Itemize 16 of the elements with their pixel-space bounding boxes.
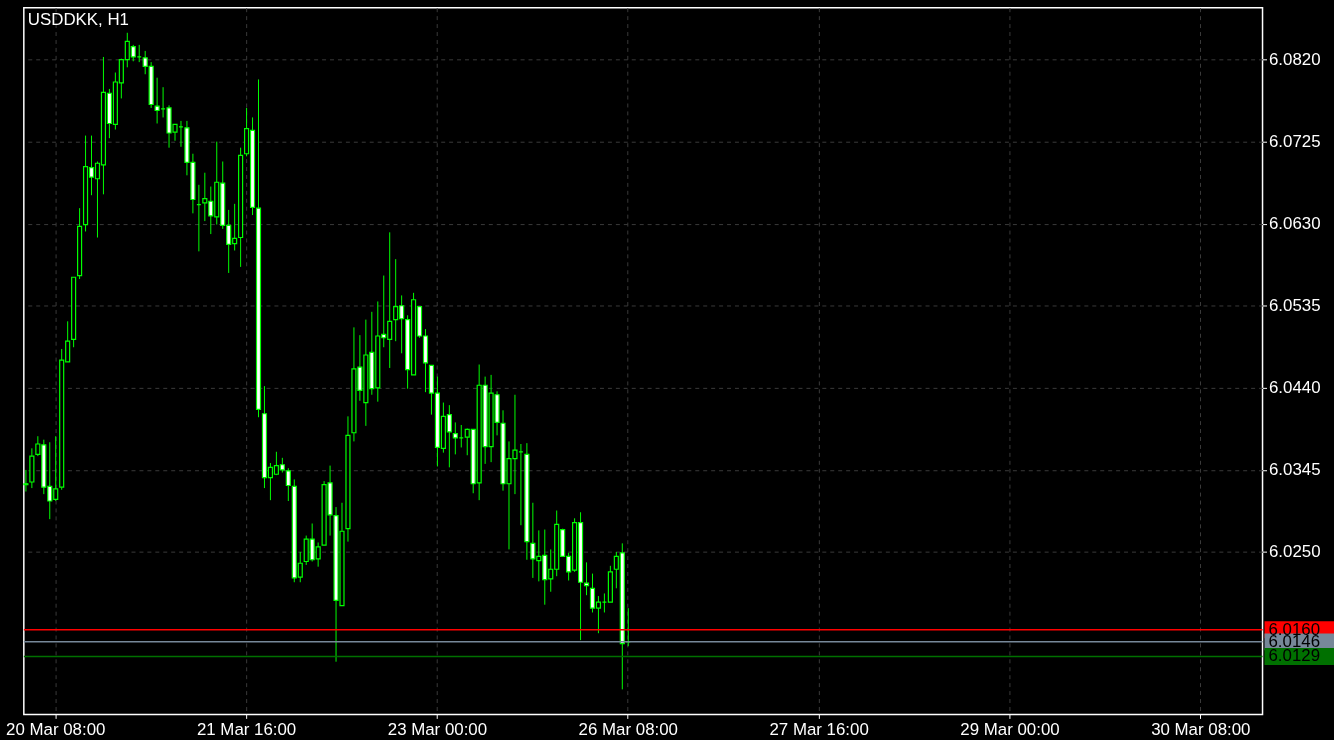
ref-line-label: 6.0129 [1268, 646, 1321, 666]
x-tick-label: 21 Mar 16:00 [196, 719, 297, 739]
x-tick-label: 30 Mar 08:00 [1151, 719, 1251, 739]
y-tick-label: 6.0345 [1268, 460, 1321, 480]
y-tick-label: 6.0440 [1268, 378, 1321, 398]
y-tick-label: 6.0725 [1268, 132, 1321, 152]
chart-title: USDDKK, H1 [27, 9, 129, 29]
x-tick-label: 27 Mar 16:00 [769, 719, 869, 739]
x-tick-label: 29 Mar 00:00 [960, 719, 1060, 739]
x-tick-label: 26 Mar 08:00 [578, 719, 678, 739]
x-tick-label: 23 Mar 00:00 [387, 719, 488, 739]
x-tick-label: 20 Mar 08:00 [6, 719, 106, 739]
y-tick-label: 6.0820 [1268, 50, 1321, 70]
y-tick-label: 6.0535 [1268, 296, 1321, 316]
y-tick-label: 6.0250 [1268, 542, 1321, 562]
y-tick-label: 6.0630 [1268, 214, 1321, 234]
